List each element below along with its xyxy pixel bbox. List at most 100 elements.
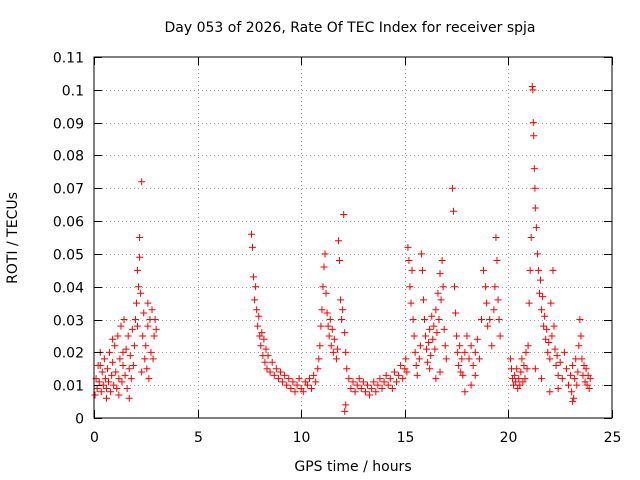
data-point [473,335,481,343]
data-point [529,86,537,94]
data-point [142,342,150,350]
data-point [147,348,155,356]
data-point [539,293,547,301]
data-point [492,234,500,241]
data-point [404,243,412,251]
y-tick-label: 0.01 [53,379,84,395]
x-axis-label: GPS time / hours [294,459,411,475]
data-point [283,381,291,389]
data-point [408,266,416,274]
data-point [390,368,398,376]
data-point [148,306,156,314]
data-point [459,371,467,379]
data-point [571,375,579,383]
data-point [131,316,139,324]
y-tick-label: 0.02 [53,346,84,362]
data-point [151,316,159,324]
data-point [541,312,549,320]
data-point [465,355,473,363]
data-point [569,361,577,369]
data-point [334,237,342,245]
data-point [516,381,524,389]
data-point [380,378,388,386]
data-point [471,348,479,356]
data-point [527,234,535,241]
data-point [416,342,424,350]
data-point [550,322,558,330]
data-point [325,332,333,340]
data-points [91,83,594,415]
data-point [397,361,405,369]
data-point [582,365,590,373]
data-point [407,299,415,307]
y-tick-label: 0 [75,412,84,428]
data-point [250,273,258,281]
data-point [320,263,328,271]
data-point [395,371,403,379]
data-point [529,119,537,127]
data-point [318,306,326,314]
data-point [432,306,440,314]
data-point [556,358,564,366]
data-point [483,299,491,307]
data-point [521,375,529,383]
data-point [386,375,394,383]
data-point [495,316,503,324]
data-point [549,266,557,274]
data-point [530,165,538,173]
y-tick-label: 0.11 [53,51,84,67]
data-point [403,368,411,376]
data-point [110,381,118,389]
data-point [586,375,594,383]
data-point [573,381,581,389]
data-point [315,355,323,363]
y-tick-label: 0.1 [62,84,84,100]
data-point [317,322,325,330]
data-point [475,355,483,363]
data-point [438,256,446,264]
data-point [114,332,122,340]
data-point [359,378,367,386]
data-point [454,348,462,356]
data-point [393,378,401,386]
data-point [538,375,546,383]
data-point [477,316,485,324]
x-tick-label: 0 [90,430,99,446]
data-point [426,365,434,373]
data-point [139,332,147,340]
data-point [406,283,414,291]
data-point [308,384,316,392]
data-point [337,296,345,304]
data-point [349,378,357,386]
data-point [126,352,134,360]
data-point [120,316,128,324]
data-point [435,316,443,324]
data-point [437,296,445,304]
data-point [455,361,463,369]
data-point [97,388,105,396]
chart-title: Day 053 of 2026, Rate Of TEC Index for r… [164,20,535,36]
data-point [144,299,152,307]
data-point [576,316,584,324]
x-tick-label: 25 [604,430,622,446]
data-point [520,361,528,369]
data-point [268,358,276,366]
data-point [547,299,555,307]
data-point [262,345,270,353]
data-point [567,371,575,379]
data-point [486,316,494,324]
data-point [564,381,572,389]
data-point [111,342,119,350]
data-point [433,329,441,337]
data-point [452,309,460,317]
data-point [143,365,151,373]
data-point [424,358,432,366]
data-point [138,368,146,376]
data-point [578,355,586,363]
data-point [323,309,331,317]
data-point [517,368,525,376]
y-tick-label: 0.09 [53,117,84,133]
data-point [101,375,109,383]
data-point [330,335,338,343]
data-point [122,345,130,353]
